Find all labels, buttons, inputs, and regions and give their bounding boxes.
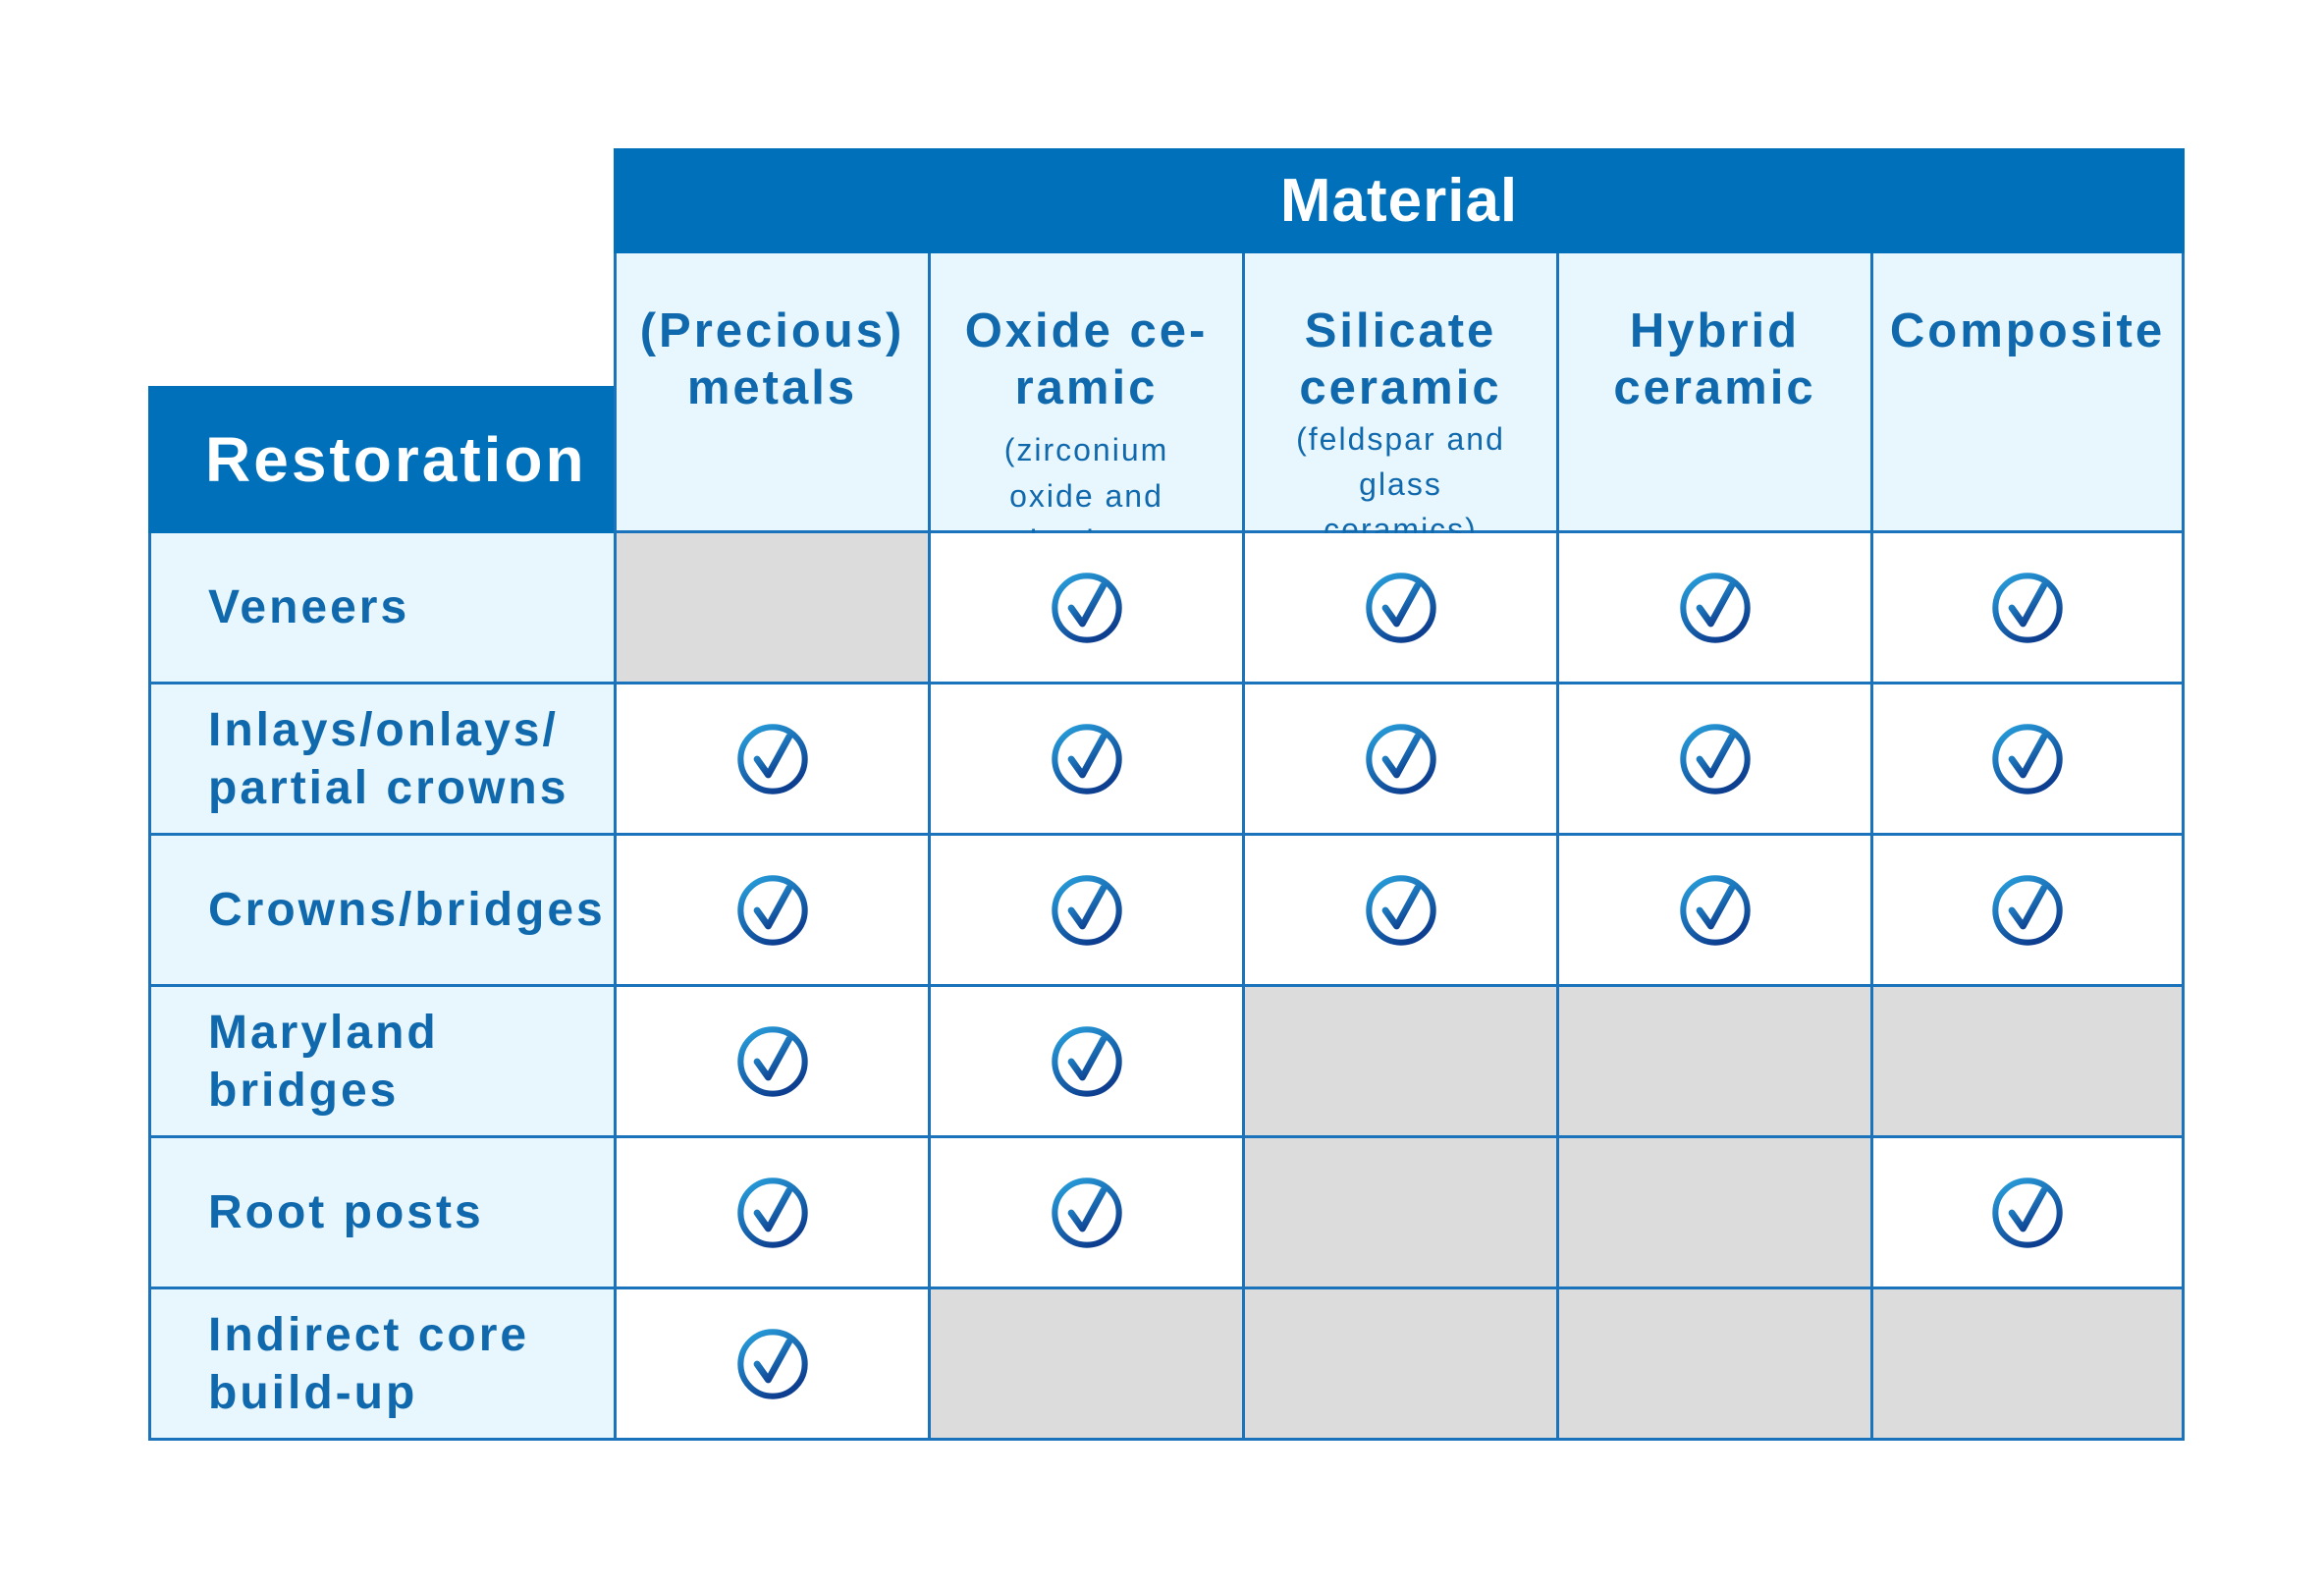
table-cell-r2-c3: [1242, 684, 1556, 836]
table-cell-r3-c4: [1556, 836, 1870, 987]
check-icon: [1992, 723, 2063, 794]
table-cell-r6-c5: [1870, 1289, 2185, 1441]
table-cell-r3-c3: [1242, 836, 1556, 987]
table-cell-r2-c5: [1870, 684, 2185, 836]
row-header-3: Crowns/bridges: [148, 836, 614, 987]
table-cell-r4-c4: [1556, 987, 1870, 1138]
column-header-line: Hybrid: [1629, 304, 1801, 357]
row-label: Crowns/bridges: [208, 884, 606, 936]
table-cell-r5-c2: [928, 1138, 1242, 1289]
column-header-line: ceramic: [1299, 361, 1502, 414]
column-header-line: ramic (zirconium: [1003, 361, 1169, 467]
table-cell-r3-c2: [928, 836, 1242, 987]
column-header-line: ceramic: [1613, 361, 1816, 414]
column-header-subtext: (zirconium: [1003, 432, 1169, 467]
table-cell-r1-c5: [1870, 533, 2185, 684]
table-cell-r4-c1: [614, 987, 928, 1138]
check-icon: [1679, 723, 1751, 794]
column-header-line: (Precious): [639, 304, 905, 357]
table-cell-r5-c3: [1242, 1138, 1556, 1289]
check-icon: [1365, 874, 1436, 946]
column-header-line: Oxide ce-: [964, 304, 1209, 357]
table-cell-r6-c1: [614, 1289, 928, 1441]
check-icon: [1992, 1177, 2063, 1248]
check-icon: [736, 1328, 808, 1399]
table-cell-r3-c1: [614, 836, 928, 987]
column-header-3: Silicate ceramic (feldspar and glass cerami…: [1242, 253, 1556, 547]
table-cell-r1-c4: [1556, 533, 1870, 684]
check-icon: [1365, 723, 1436, 794]
restoration-header: Restoration: [148, 386, 614, 533]
row-header-5: Root posts: [148, 1138, 614, 1289]
row-header-4: Maryland bridges: [148, 987, 614, 1138]
table-cell-r6-c4: [1556, 1289, 1870, 1441]
check-icon: [736, 874, 808, 946]
table-cell-r5-c4: [1556, 1138, 1870, 1289]
row-header-2: Inlays/onlays/ partial crowns: [148, 684, 614, 836]
column-header-line: metals: [686, 361, 858, 414]
check-icon: [1679, 874, 1751, 946]
row-label: Maryland bridges: [208, 1006, 439, 1117]
table-cell-r2-c4: [1556, 684, 1870, 836]
row-header-1: Veneers: [148, 533, 614, 684]
check-icon: [1051, 1177, 1122, 1248]
table-cell-r4-c5: [1870, 987, 2185, 1138]
check-icon: [1051, 874, 1122, 946]
row-label: Root posts: [208, 1186, 484, 1238]
check-icon: [1992, 572, 2063, 643]
row-label: Indirect core build-up: [208, 1308, 530, 1419]
check-icon: [1679, 572, 1751, 643]
check-icon: [1051, 1025, 1122, 1097]
table-cell-r6-c2: [928, 1289, 1242, 1441]
table-cell-r4-c2: [928, 987, 1242, 1138]
table-cell-r5-c5: [1870, 1138, 2185, 1289]
column-header-subtext: (feldspar and glass: [1296, 421, 1505, 502]
column-header-5: Composite: [1870, 253, 2185, 533]
column-header-4: Hybrid ceramic: [1556, 253, 1870, 533]
material-restoration-table: Material Restoration (Precious) metals Oxi…: [148, 148, 2185, 1441]
check-icon: [1992, 874, 2063, 946]
row-label: Veneers: [208, 581, 410, 633]
check-icon: [736, 723, 808, 794]
check-icon: [736, 1177, 808, 1248]
table-cell-r1-c3: [1242, 533, 1556, 684]
row-label: Inlays/onlays/ partial crowns: [208, 703, 569, 814]
table-cell-r1-c2: [928, 533, 1242, 684]
table-cell-r3-c5: [1870, 836, 2185, 987]
check-icon: [1051, 723, 1122, 794]
column-header-line: Silicate: [1304, 304, 1497, 357]
table-cell-r2-c1: [614, 684, 928, 836]
row-header-6: Indirect core build-up: [148, 1289, 614, 1441]
column-header-1: (Precious) metals: [614, 253, 928, 533]
column-header-line: Composite: [1889, 304, 2166, 357]
table-cell-r5-c1: [614, 1138, 928, 1289]
table-cell-r2-c2: [928, 684, 1242, 836]
table-cell-r4-c3: [1242, 987, 1556, 1138]
check-icon: [1051, 572, 1122, 643]
material-header: Material: [614, 148, 2185, 253]
table-cell-r6-c3: [1242, 1289, 1556, 1441]
check-icon: [1365, 572, 1436, 643]
table-cell-r1-c1: [614, 533, 928, 684]
check-icon: [736, 1025, 808, 1097]
